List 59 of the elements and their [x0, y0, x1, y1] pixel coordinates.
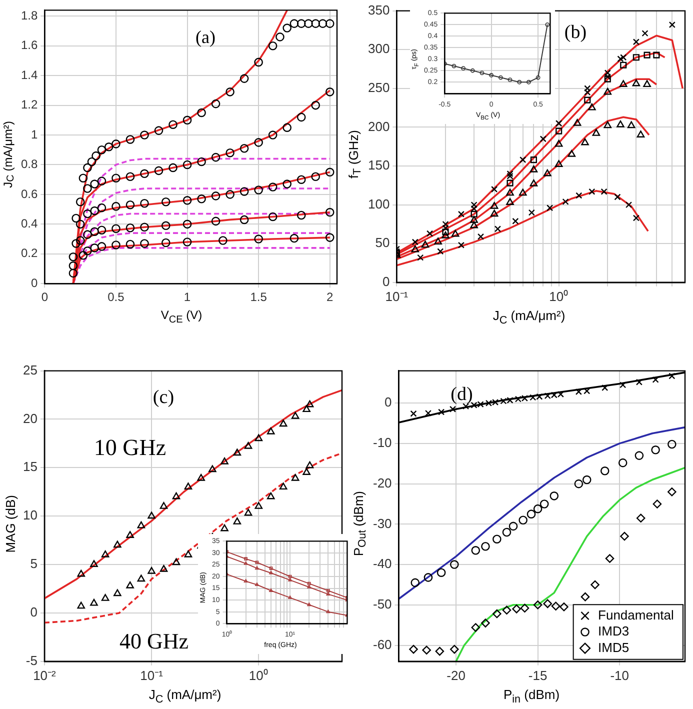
x-axis-title: V$_{CE}$ (V): [160, 308, 204, 326]
x-axis-title: P$_{in}$ (dBm): [502, 687, 561, 706]
y-axis-title: MAG (dB): [2, 494, 18, 552]
legend-label: IMD3: [598, 624, 630, 639]
y-tick-label: 150: [368, 158, 390, 173]
y-tick-label: 350: [368, 2, 390, 18]
x-tick-label: -15: [528, 668, 548, 683]
annotation: (b): [564, 22, 587, 43]
y-tick-label: 10: [22, 508, 38, 523]
annotation: (a): [195, 27, 216, 48]
x-tick-label: 10⁰: [549, 288, 569, 304]
y-tick-label: -40: [372, 556, 392, 572]
x-tick-label: 10⁻²: [33, 668, 57, 683]
x-axis-title: J$_{C}$ (mA/μm²): [148, 687, 222, 706]
x-tick-label: 0.5: [108, 290, 125, 304]
y-tick-label: 250: [368, 80, 390, 95]
y-tick-label: 1.4: [20, 68, 38, 82]
y-tick-label: 5: [30, 556, 38, 572]
x-tick-label: 1: [184, 290, 191, 304]
y-tick-label: 0.6: [20, 186, 38, 201]
y-tick-label: 1: [30, 127, 38, 142]
y-tick-label: 100: [368, 196, 390, 212]
y-tick-label: 1.2: [20, 98, 38, 112]
annotation: (d): [450, 384, 473, 405]
y-tick-label: -20: [372, 475, 392, 490]
y-tick-label: 15: [22, 459, 38, 474]
legend-label: Fundamental: [598, 607, 674, 622]
x-tick-label: 1.5: [250, 290, 268, 304]
annotation: 10 GHz: [94, 435, 166, 460]
legend-label: IMD5: [598, 640, 630, 655]
x-tick-label: 2: [326, 290, 334, 304]
y-tick-label: -10: [372, 435, 392, 450]
y-tick-label: 300: [368, 41, 390, 56]
y-tick-label: -5: [26, 652, 38, 668]
x-tick-label: -20: [446, 668, 466, 683]
y-tick-label: 0: [30, 276, 38, 290]
y-tick-label: 25: [22, 362, 38, 378]
y-tick-label: 0.8: [20, 157, 38, 172]
x-tick-label: 0: [41, 290, 48, 304]
y-tick-label: 1.8: [20, 8, 38, 22]
x-tick-label: 10⁰: [248, 668, 268, 683]
y-tick-label: 0: [384, 394, 392, 410]
x-tick-label: 10⁻¹: [385, 288, 409, 304]
y-tick-label: 50: [375, 235, 390, 250]
y-tick-label: -60: [372, 636, 392, 652]
x-axis-title: J$_{C}$ (mA/μm²): [492, 308, 566, 327]
y-tick-label: 0.2: [20, 246, 38, 260]
annotation: 40 GHz: [119, 628, 189, 654]
y-tick-label: -50: [372, 596, 392, 612]
y-tick-label: -30: [372, 516, 392, 531]
annotation: (c): [152, 386, 174, 408]
y-tick-label: 0: [382, 274, 390, 289]
x-tick-label: -10: [610, 668, 629, 683]
y-tick-label: 0.4: [20, 216, 38, 230]
y-tick-label: 200: [368, 118, 390, 134]
x-tick-label: 10⁻¹: [140, 668, 164, 683]
y-tick-label: 0: [30, 604, 38, 620]
y-tick-label: 20: [22, 410, 38, 426]
y-tick-label: 1.6: [20, 38, 38, 52]
